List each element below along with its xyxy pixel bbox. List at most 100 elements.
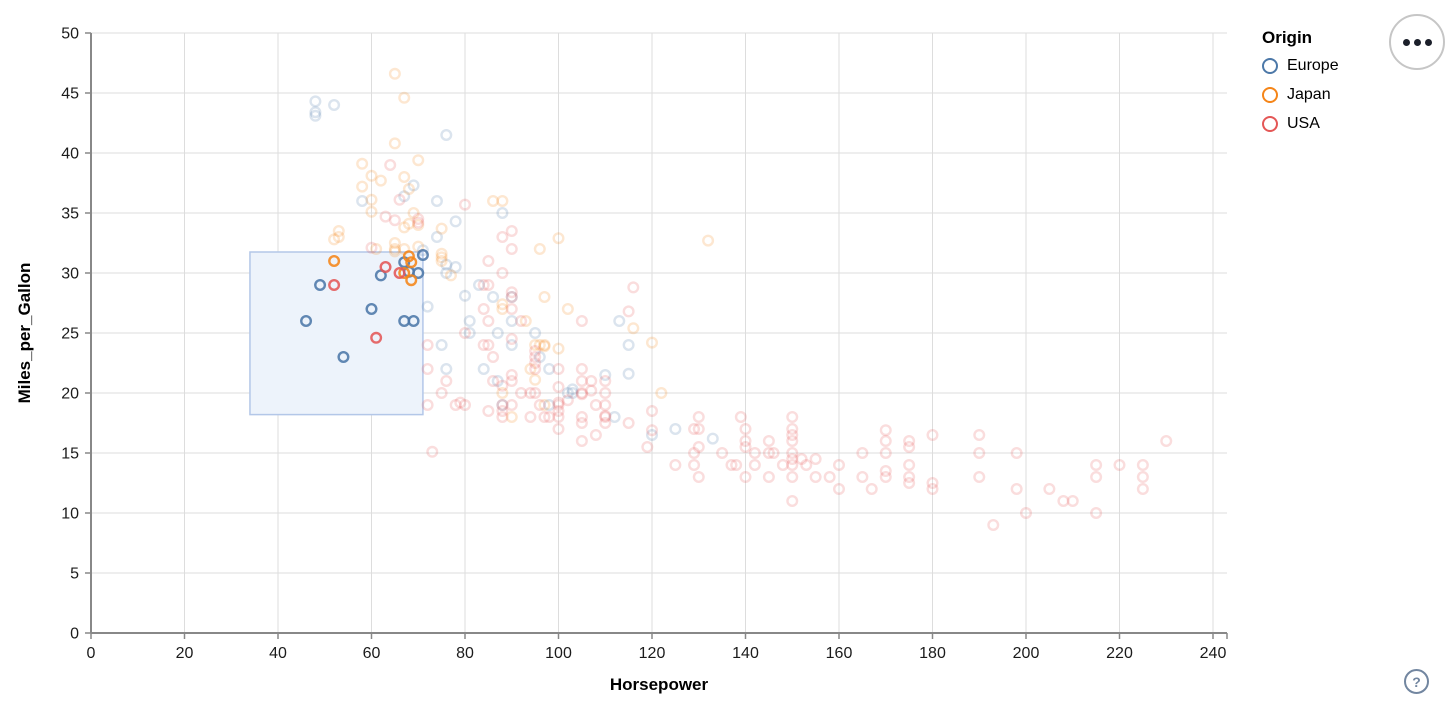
data-point <box>599 417 612 430</box>
data-point <box>505 224 518 237</box>
data-point <box>1090 507 1103 520</box>
data-point <box>398 91 411 104</box>
data-point <box>365 205 378 218</box>
data-point <box>646 405 659 418</box>
y-tick-label: 15 <box>61 446 79 463</box>
x-tick-label: 40 <box>269 645 287 662</box>
data-point <box>496 194 509 207</box>
data-point <box>538 291 551 304</box>
data-point <box>365 193 378 206</box>
data-point <box>538 399 551 412</box>
data-point <box>561 394 574 407</box>
data-point <box>412 212 425 225</box>
y-tick-label: 30 <box>61 266 79 283</box>
data-point <box>384 158 397 171</box>
legend-label-europe: Europe <box>1287 57 1339 74</box>
data-point <box>482 279 495 292</box>
data-point <box>332 224 345 237</box>
chart-actions-menu-button[interactable] <box>1389 14 1445 70</box>
data-point <box>879 435 892 448</box>
data-point <box>398 170 411 183</box>
data-point <box>435 247 448 260</box>
data-point <box>440 375 453 388</box>
data-point <box>370 331 383 344</box>
data-point <box>646 336 659 349</box>
data-point <box>786 453 799 466</box>
data-point <box>538 339 551 352</box>
data-point <box>903 477 916 490</box>
data-point <box>823 471 836 484</box>
data-point <box>655 387 668 400</box>
data-point <box>459 289 472 302</box>
legend-title: Origin <box>1262 28 1313 47</box>
data-point <box>533 242 546 255</box>
data-point <box>575 435 588 448</box>
data-point <box>529 351 542 364</box>
y-tick-label: 45 <box>61 86 79 103</box>
data-point <box>856 471 869 484</box>
data-point <box>487 194 500 207</box>
data-point <box>599 409 612 422</box>
data-point <box>388 214 401 227</box>
data-point <box>496 298 509 311</box>
data-point <box>589 399 602 412</box>
legend-item-europe: Europe <box>1262 58 1339 74</box>
legend-item-japan: Japan <box>1262 87 1339 103</box>
data-point <box>1066 495 1079 508</box>
data-point <box>561 303 574 316</box>
data-point <box>1136 483 1149 496</box>
data-point <box>575 315 588 328</box>
data-point <box>519 315 532 328</box>
data-point <box>412 267 425 280</box>
data-point <box>585 375 598 388</box>
y-tick-label: 10 <box>61 506 79 523</box>
japan-point-icon <box>1262 87 1278 103</box>
data-point <box>575 417 588 430</box>
data-point <box>374 174 387 187</box>
data-point <box>435 222 448 235</box>
data-point <box>309 109 322 122</box>
data-point <box>379 210 392 223</box>
data-point <box>393 193 406 206</box>
legend-label-usa: USA <box>1287 115 1320 132</box>
data-point <box>575 387 588 400</box>
y-tick-label: 35 <box>61 206 79 223</box>
data-point <box>529 363 542 376</box>
data-point <box>398 267 411 280</box>
data-point <box>515 387 528 400</box>
data-point <box>538 411 551 424</box>
data-point <box>524 387 537 400</box>
data-point <box>505 333 518 346</box>
data-point <box>332 230 345 243</box>
x-tick-label: 120 <box>639 645 666 662</box>
data-point <box>1136 471 1149 484</box>
data-point <box>421 399 434 412</box>
help-button[interactable]: ? <box>1404 669 1429 694</box>
data-point <box>538 340 551 353</box>
data-point <box>566 383 579 396</box>
data-point <box>402 250 415 263</box>
data-point <box>973 429 986 442</box>
brush-selection[interactable] <box>249 251 424 416</box>
data-point <box>903 459 916 472</box>
data-point <box>613 315 626 328</box>
data-point <box>585 384 598 397</box>
data-point <box>599 387 612 400</box>
data-point <box>440 258 453 271</box>
data-point <box>328 233 341 246</box>
data-point <box>1010 483 1023 496</box>
data-point <box>505 315 518 328</box>
data-point <box>459 198 472 211</box>
data-point <box>529 345 542 358</box>
data-point <box>552 399 565 412</box>
x-tick-label: 100 <box>545 645 572 662</box>
data-point <box>440 128 453 141</box>
data-point <box>430 230 443 243</box>
data-point <box>459 327 472 340</box>
data-point <box>402 217 415 230</box>
data-point <box>552 342 565 355</box>
data-point <box>725 459 738 472</box>
data-point <box>388 242 401 255</box>
data-point <box>496 399 509 412</box>
